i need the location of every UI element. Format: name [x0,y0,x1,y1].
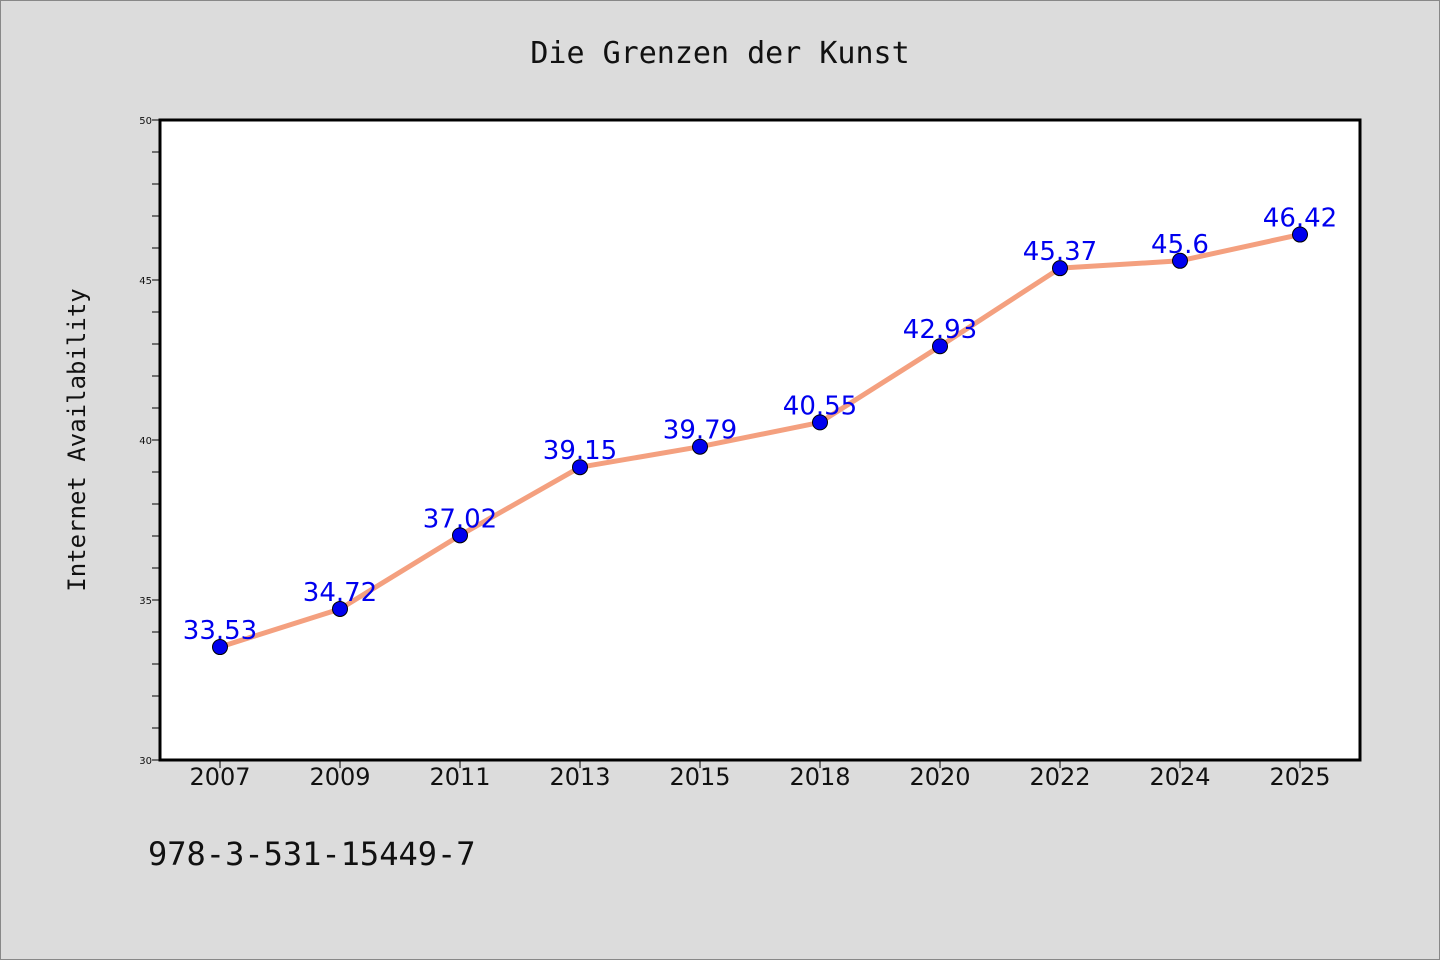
series-line [217,232,1303,650]
data-point [692,438,708,455]
data-label: 33.53 [183,616,257,646]
plot-frame [158,118,1362,762]
data-label: 37.02 [423,504,497,534]
x-tick-label: 2022 [1029,763,1090,791]
y-axis-label: Internet Availability [63,288,91,591]
data-point [572,459,588,476]
y-tick-label: 45 [139,276,152,287]
data-label: 34.72 [303,578,377,608]
x-tick-label: 2007 [189,763,250,791]
x-tick-label: 2020 [909,763,970,791]
y-tick-label: 40 [139,436,152,447]
x-tick-label: 2009 [309,763,370,791]
data-label: 40.55 [783,391,857,421]
data-label: 39.79 [663,416,737,446]
data-label: 42.93 [903,315,977,345]
x-tick-label: 2015 [669,763,730,791]
y-tick-label: 30 [139,756,152,767]
data-label: 39.15 [543,436,617,466]
data-point [1052,260,1068,277]
data-point [812,414,828,431]
data-point [332,600,348,617]
data-point [1172,252,1188,269]
data-point [212,639,228,656]
x-tick-label: 2025 [1269,763,1330,791]
data-point [452,527,468,544]
data-point [932,338,948,355]
y-axis: 30 35 40 45 50 [139,116,160,767]
x-tick-label: 2018 [789,763,850,791]
data-label: 45.6 [1151,230,1209,260]
x-tick-label: 2024 [1149,763,1210,791]
y-tick-label: 35 [139,596,152,607]
chart-title: Die Grenzen der Kunst [530,36,909,71]
y-tick-label: 50 [139,116,152,127]
x-tick-label: 2011 [429,763,490,791]
isbn-footer: 978-3-531-15449-7 [148,835,476,873]
data-label: 45.37 [1023,237,1097,267]
series-group: 33.53 34.72 37.02 39.15 39.79 40.55 42.93 45.37… [183,204,1337,656]
data-point [1292,226,1308,243]
x-tick-label: 2013 [549,763,610,791]
plot-area [160,120,1360,760]
data-label: 46.42 [1263,204,1337,234]
x-axis: 2007 2009 2011 2013 2015 2018 2020 2022 2024 2025 [189,760,1331,791]
